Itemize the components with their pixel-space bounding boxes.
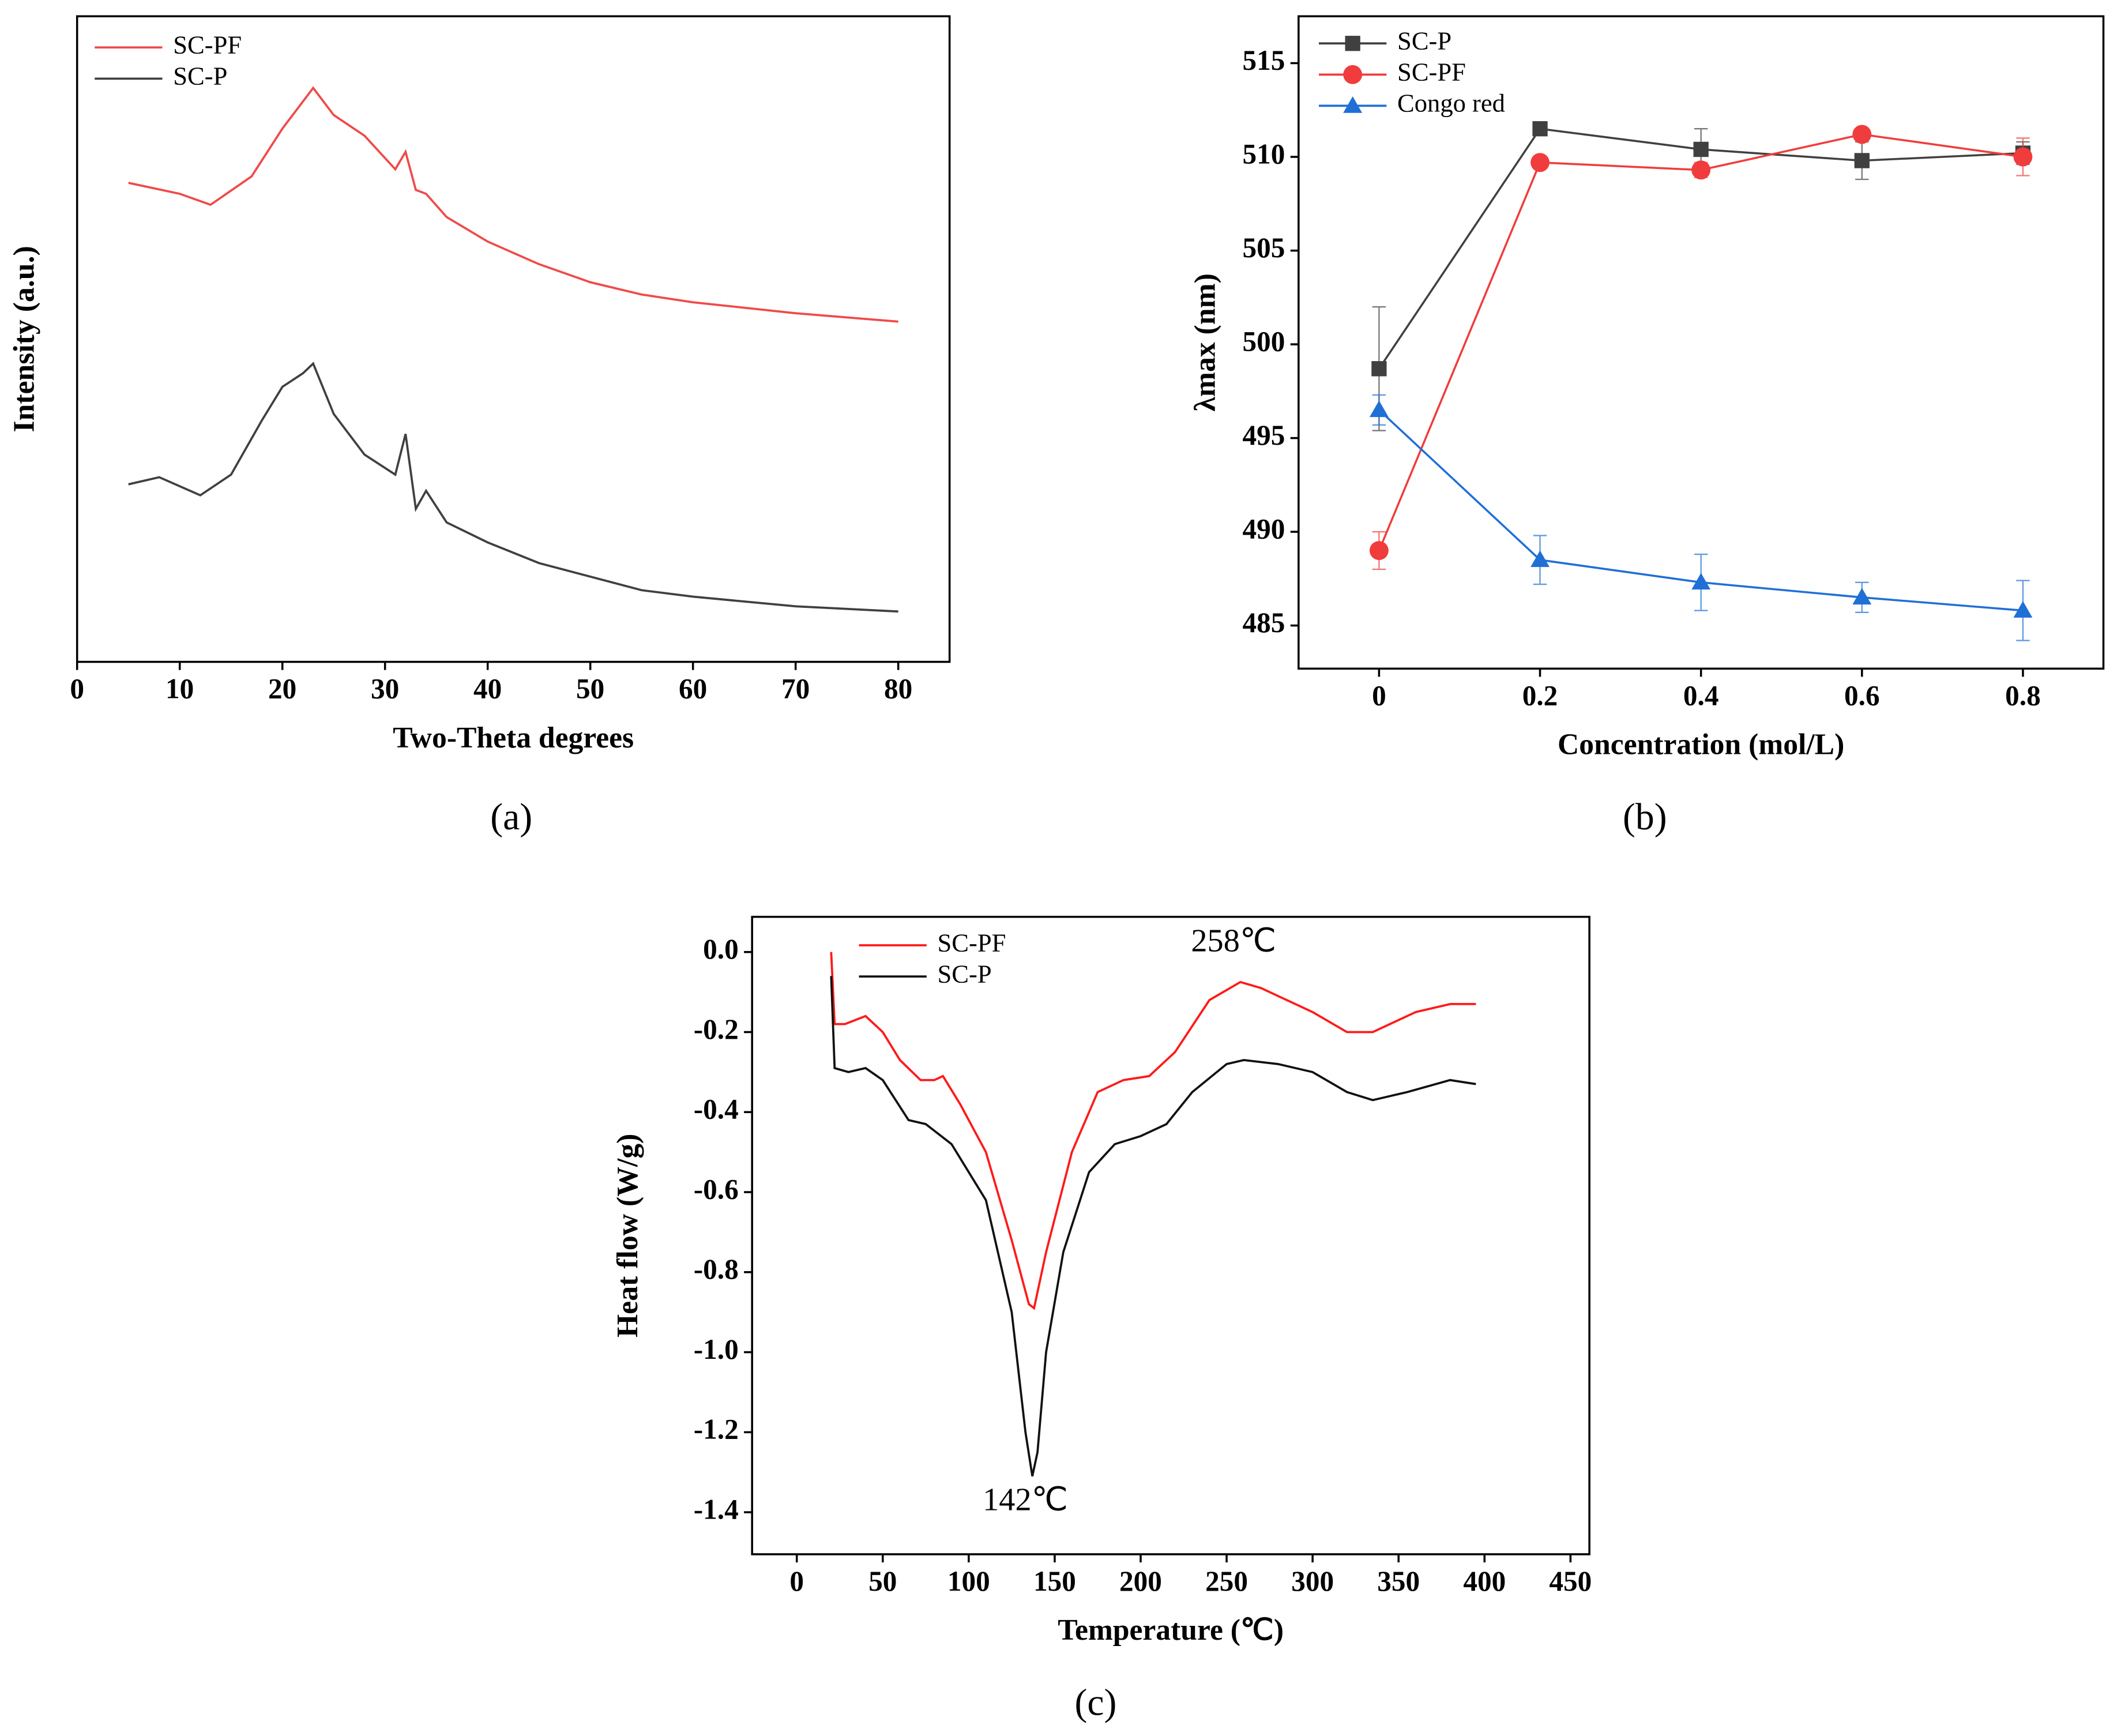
legend-label: SC-P — [1397, 26, 1451, 55]
marker — [1691, 573, 1711, 590]
x-tick-label: 20 — [268, 673, 296, 705]
x-axis-label: Two-Theta degrees — [393, 722, 634, 754]
y-tick-label: -0.2 — [694, 1013, 739, 1045]
plot-frame — [751, 915, 1590, 1555]
series-line — [1378, 133, 2024, 551]
legend-label: SC-P — [173, 62, 227, 91]
x-tick-label: 0 — [789, 1565, 804, 1597]
x-tick-label: 0.4 — [1683, 679, 1719, 711]
y-tick-label: 0.0 — [703, 933, 739, 965]
y-axis-label: λmax (nm) — [1189, 273, 1222, 411]
marker — [1854, 153, 1870, 168]
annotation: 142℃ — [983, 1482, 1068, 1517]
panel-label: (c) — [1075, 1681, 1117, 1723]
series-line — [128, 362, 898, 613]
y-tick-label: 485 — [1243, 607, 1285, 638]
marker — [1691, 160, 1711, 180]
marker — [1532, 121, 1548, 137]
y-axis-label: Heat flow (W/g) — [611, 1134, 644, 1337]
annotation: 258℃ — [1191, 923, 1276, 959]
x-axis-label: Concentration (mol/L) — [1558, 728, 1844, 761]
x-tick-label: 0.6 — [1844, 679, 1880, 711]
x-axis-label: Temperature (℃) — [1058, 1614, 1284, 1647]
x-tick-label: 10 — [166, 673, 194, 705]
marker — [1852, 125, 1872, 144]
x-tick-label: 150 — [1033, 1565, 1076, 1597]
marker — [1530, 550, 1550, 568]
x-tick-label: 70 — [781, 673, 810, 705]
x-tick-label: 200 — [1119, 1565, 1162, 1597]
legend-label: Congo red — [1397, 89, 1505, 118]
marker — [1530, 153, 1550, 172]
x-tick-label: 350 — [1377, 1565, 1420, 1597]
marker — [2013, 601, 2033, 618]
x-tick-label: 50 — [868, 1565, 897, 1597]
marker — [1852, 588, 1872, 605]
x-tick-label: 450 — [1549, 1565, 1592, 1597]
x-tick-label: 0.8 — [2005, 679, 2041, 711]
x-tick-label: 400 — [1463, 1565, 1506, 1597]
y-tick-label: 505 — [1243, 232, 1285, 264]
legend-label: SC-PF — [938, 928, 1006, 957]
series-line — [830, 976, 1476, 1477]
y-tick-label: 495 — [1243, 419, 1285, 451]
x-tick-label: 80 — [884, 673, 912, 705]
marker — [1369, 400, 1389, 418]
legend-marker — [1343, 96, 1363, 113]
marker — [1369, 541, 1389, 561]
x-tick-label: 100 — [947, 1565, 990, 1597]
panel-label: (a) — [490, 796, 532, 838]
y-axis-label: Intensity (a.u.) — [8, 246, 41, 432]
y-tick-label: -0.6 — [694, 1173, 739, 1205]
y-tick-label: -1.4 — [694, 1493, 739, 1525]
x-tick-label: 30 — [371, 673, 399, 705]
y-tick-label: -1.2 — [694, 1414, 739, 1445]
x-tick-label: 0 — [70, 673, 84, 705]
y-tick-label: -1.0 — [694, 1333, 739, 1365]
plot-frame — [76, 15, 951, 663]
legend-label: SC-P — [938, 959, 992, 988]
marker — [1371, 361, 1387, 377]
x-tick-label: 250 — [1205, 1565, 1248, 1597]
series-line — [830, 952, 1476, 1310]
marker — [2013, 147, 2033, 167]
x-tick-label: 0.2 — [1522, 679, 1558, 711]
x-tick-label: 40 — [473, 673, 502, 705]
legend-marker — [1345, 36, 1360, 51]
y-tick-label: 490 — [1243, 513, 1285, 544]
x-tick-label: 60 — [679, 673, 707, 705]
x-tick-label: 300 — [1291, 1565, 1334, 1597]
legend-marker — [1343, 65, 1363, 84]
legend-label: SC-PF — [1397, 58, 1466, 87]
y-tick-label: -0.8 — [694, 1253, 739, 1285]
y-tick-label: 510 — [1243, 138, 1285, 170]
legend-label: SC-PF — [173, 31, 242, 59]
y-tick-label: -0.4 — [694, 1094, 739, 1125]
series-line — [128, 86, 898, 323]
x-tick-label: 50 — [576, 673, 604, 705]
x-tick-label: 0 — [1372, 679, 1386, 711]
y-tick-label: 500 — [1243, 325, 1285, 357]
marker — [1693, 141, 1709, 157]
y-tick-label: 515 — [1243, 44, 1285, 76]
panel-label: (b) — [1623, 796, 1667, 838]
